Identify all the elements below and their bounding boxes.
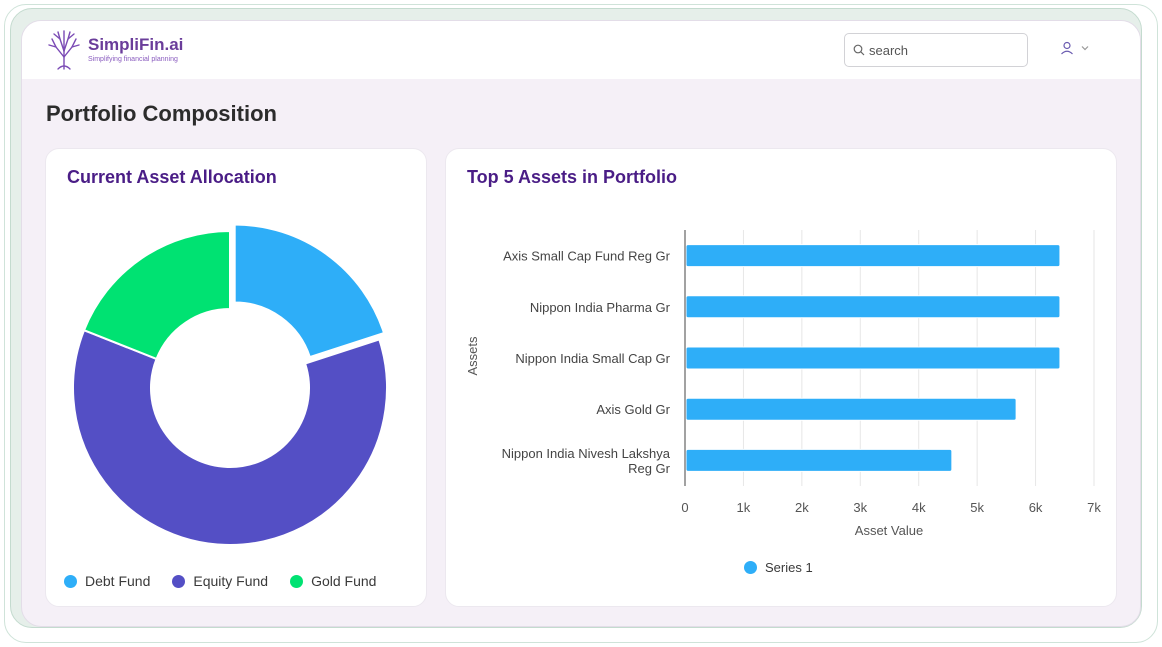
- user-menu[interactable]: [1060, 41, 1090, 55]
- y-category-label: Reg Gr: [628, 461, 671, 476]
- donut-chart: [72, 223, 388, 546]
- x-tick-label: 2k: [795, 500, 809, 515]
- y-category-label: Nippon India Nivesh Lakshya: [502, 446, 671, 461]
- x-tick-label: 1k: [737, 500, 751, 515]
- legend-dot-debt-fund: [64, 574, 77, 588]
- search-icon: [853, 44, 865, 56]
- x-tick-label: 7k: [1087, 500, 1101, 515]
- bar-chart: Axis Small Cap Fund Reg Gr Nippon India P…: [465, 230, 1101, 538]
- legend-dot-equity-fund: [172, 574, 186, 588]
- legend-label: Equity Fund: [193, 573, 269, 589]
- y-category-label: Nippon India Small Cap Gr: [515, 351, 670, 366]
- y-category-label: Axis Gold Gr: [596, 402, 670, 417]
- app-name: SimpliFin.ai: [88, 34, 184, 54]
- asset-allocation-card: Current Asset Allocation Debt Fund Equit…: [45, 148, 427, 607]
- search-input[interactable]: [869, 42, 1019, 58]
- chevron-down-icon: [1081, 46, 1089, 51]
- legend-label: Gold Fund: [311, 573, 377, 589]
- legend-dot-series-1: [744, 561, 757, 574]
- app-window: SimpliFin.ai Simplifying financial plann…: [21, 20, 1141, 627]
- bar[interactable]: [685, 295, 1061, 319]
- donut-slice-debt-fund[interactable]: [233, 223, 386, 359]
- donut-slice-gold-fund[interactable]: [82, 229, 231, 361]
- top-bar: SimpliFin.ai Simplifying financial plann…: [22, 21, 1140, 79]
- legend-item-equity-fund[interactable]: Equity Fund: [172, 573, 268, 589]
- y-category-label: Axis Small Cap Fund Reg Gr: [503, 249, 671, 264]
- page-title: Portfolio Composition: [46, 101, 277, 126]
- x-axis-label: Asset Value: [855, 523, 923, 538]
- legend-item-gold-fund[interactable]: Gold Fund: [290, 573, 376, 589]
- x-tick-label: 0: [681, 500, 688, 515]
- x-tick-label: 3k: [853, 500, 867, 515]
- top-assets-card: Top 5 Assets in Portfolio Axis Small Cap…: [445, 148, 1117, 607]
- bar-legend[interactable]: Series 1: [744, 560, 813, 575]
- app-tagline: Simplifying financial planning: [88, 55, 178, 63]
- bar[interactable]: [685, 244, 1061, 268]
- tree-logo-icon: [48, 30, 80, 70]
- legend-label: Series 1: [765, 560, 813, 575]
- search-box[interactable]: [844, 33, 1028, 67]
- top-assets-title: Top 5 Assets in Portfolio: [467, 167, 678, 187]
- logo[interactable]: SimpliFin.ai Simplifying financial plann…: [44, 27, 183, 71]
- user-icon: [1061, 41, 1073, 55]
- donut-legend: Debt Fund Equity Fund Gold Fund: [64, 573, 376, 589]
- y-category-label: Nippon India Pharma Gr: [530, 300, 671, 315]
- donut-slice-equity-fund[interactable]: [72, 328, 388, 546]
- asset-allocation-title: Current Asset Allocation: [67, 167, 277, 187]
- legend-label: Debt Fund: [85, 573, 151, 589]
- x-tick-label: 5k: [970, 500, 984, 515]
- bar[interactable]: [685, 346, 1061, 370]
- bar[interactable]: [685, 448, 953, 472]
- x-tick-label: 4k: [912, 500, 926, 515]
- x-tick-label: 6k: [1029, 500, 1043, 515]
- bar[interactable]: [685, 397, 1017, 421]
- legend-dot-gold-fund: [290, 574, 304, 588]
- legend-item-debt-fund[interactable]: Debt Fund: [64, 573, 150, 589]
- y-axis-label: Assets: [465, 336, 480, 376]
